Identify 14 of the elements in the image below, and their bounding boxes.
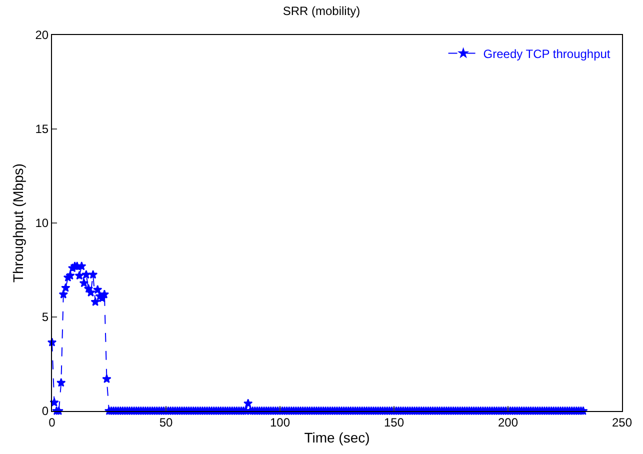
x-tick-label: 200 — [498, 415, 518, 430]
x-axis-title: Time (sec) — [304, 430, 370, 446]
y-axis-title: Throughput (Mbps) — [10, 163, 26, 283]
y-tick-label: 5 — [42, 310, 49, 324]
legend-label: Greedy TCP throughput — [483, 46, 611, 61]
x-tick-label: 100 — [270, 415, 290, 430]
y-tick-label: 10 — [35, 216, 49, 230]
y-tick-label: 20 — [35, 28, 49, 42]
y-tick-label: 0 — [42, 404, 49, 418]
y-tick-label: 15 — [35, 122, 49, 136]
x-tick-label: 250 — [612, 415, 632, 430]
chart-title: SRR (mobility) — [282, 4, 360, 18]
x-tick-label: 150 — [384, 415, 404, 430]
x-tick-label: 50 — [159, 415, 173, 430]
